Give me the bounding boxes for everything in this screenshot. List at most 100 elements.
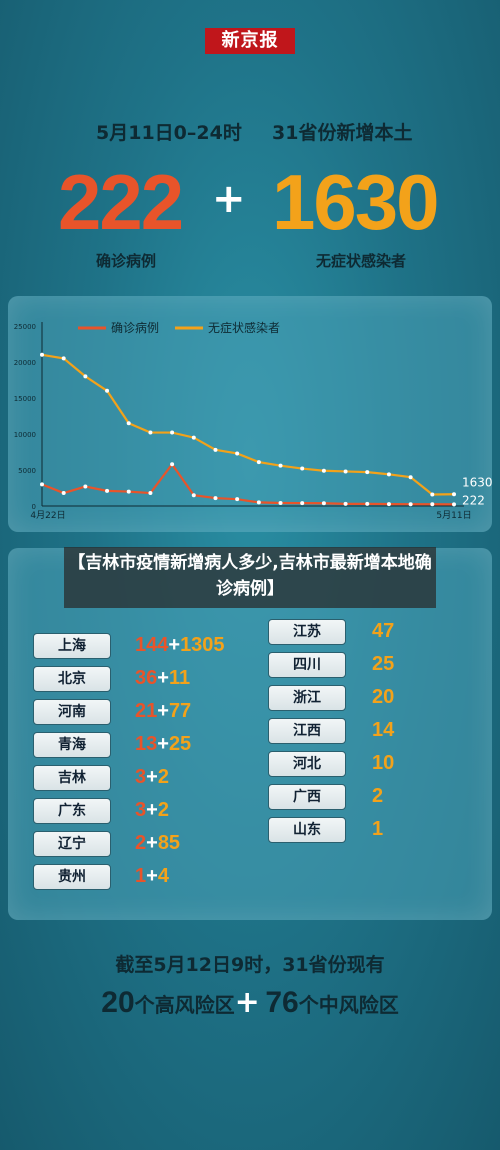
province-table-panel: 上海 144+1305 北京 36+11 河南 21+77 青海 13+25 吉林 3+2 广东 3+… — [8, 548, 492, 920]
confirmed-label: 确诊病例 — [96, 252, 157, 270]
data-point — [408, 502, 413, 507]
data-point — [256, 500, 261, 505]
data-point — [126, 421, 131, 426]
headline-date: 5月11日0–24时 — [96, 122, 242, 144]
trend-chart: 0 5000 10000 15000 20000 25000 4月22日 5月11日 确诊病例 无… — [14, 320, 493, 521]
footer-plus: + — [234, 985, 260, 1020]
data-point — [235, 497, 240, 502]
province-label: 河北 — [268, 751, 346, 777]
confirmed-value: 13 — [135, 733, 158, 755]
y-tick-label: 15000 — [14, 395, 36, 403]
province-label: 广东 — [33, 798, 111, 824]
high-risk-text: 个高风险区 — [134, 993, 235, 1017]
province-label: 北京 — [33, 666, 111, 692]
province-label: 贵州 — [33, 864, 111, 890]
asymptomatic-value: 2 — [157, 799, 169, 821]
asymptomatic-value: 1305 — [180, 634, 225, 656]
province-label: 广西 — [268, 784, 346, 810]
province-label: 辽宁 — [33, 831, 111, 857]
confirmed-value: 21 — [135, 700, 158, 722]
asymptomatic-value: 2 — [372, 785, 384, 807]
confirmed-value: 3 — [135, 799, 147, 821]
province-label: 江西 — [268, 718, 346, 744]
province-value: 14 — [372, 718, 394, 742]
data-point — [430, 492, 435, 497]
province-label: 青海 — [33, 732, 111, 758]
data-point — [191, 493, 196, 498]
data-point — [170, 430, 175, 435]
asymptomatic-value: 47 — [372, 620, 395, 642]
province-value: 2+85 — [135, 831, 180, 855]
trend-chart-panel: 0 5000 10000 15000 20000 25000 4月22日 5月11日 确诊病例 无… — [8, 296, 493, 532]
x-tick-label: 5月11日 — [436, 510, 471, 521]
plus-sign: + — [146, 766, 158, 788]
data-point — [343, 469, 348, 474]
asymptomatic-value: 85 — [157, 832, 181, 854]
xinjingbao-logo: 新京报 — [205, 28, 295, 54]
plus-sign: + — [212, 176, 246, 222]
series-line-0 — [41, 462, 455, 506]
province-value: 47 — [372, 619, 394, 643]
data-point — [278, 463, 283, 468]
confirmed-value: 144 — [135, 634, 169, 656]
data-point — [83, 374, 88, 379]
data-point — [365, 501, 370, 506]
footer-line1: 截至5月12日9时，31省份现有 — [115, 954, 385, 976]
data-point — [235, 451, 240, 456]
asymptomatic-value: 10 — [372, 752, 395, 774]
province-value: 1 — [372, 817, 383, 841]
data-point — [83, 484, 88, 489]
province-value: 2 — [372, 784, 383, 808]
data-point — [321, 468, 326, 473]
province-value: 13+25 — [135, 732, 191, 756]
province-label: 上海 — [33, 633, 111, 659]
province-value: 25 — [372, 652, 394, 676]
data-point — [321, 501, 326, 506]
asymptomatic-value: 25 — [372, 653, 395, 675]
data-point — [148, 430, 153, 435]
confirmed-value: 3 — [135, 766, 147, 788]
province-label: 四川 — [268, 652, 346, 678]
data-point — [148, 491, 153, 496]
asymptomatic-value: 1 — [372, 818, 384, 840]
data-point — [105, 488, 110, 493]
confirmed-value: 1 — [135, 865, 147, 887]
legend-label: 无症状感染者 — [208, 320, 280, 335]
province-label: 河南 — [33, 699, 111, 725]
plus-sign: + — [146, 799, 158, 821]
plus-sign: + — [157, 700, 169, 722]
data-point — [386, 502, 391, 507]
legend-label: 确诊病例 — [111, 320, 159, 335]
province-value: 144+1305 — [135, 633, 225, 657]
data-point — [126, 489, 131, 494]
asymptomatic-value: 25 — [168, 733, 192, 755]
overlay-title: 【吉林市疫情新增病人多少,吉林市最新增本地确诊病例】 — [64, 547, 436, 608]
data-point — [365, 470, 370, 475]
data-point — [300, 501, 305, 506]
data-point — [452, 502, 456, 507]
high-risk-count: 20 — [101, 986, 135, 1019]
province-label: 浙江 — [268, 685, 346, 711]
asymptomatic-value: 14 — [372, 719, 395, 741]
province-value: 10 — [372, 751, 394, 775]
footer-line2: 20个高风险区+ 76个中风险区 — [0, 985, 500, 1020]
mid-risk-text: 个中风险区 — [298, 993, 399, 1017]
province-value: 20 — [372, 685, 394, 709]
y-tick-label: 20000 — [14, 359, 36, 367]
mid-risk-count: 76 — [265, 986, 299, 1019]
asymptomatic-value: 4 — [157, 865, 169, 887]
province-value: 1+4 — [135, 864, 169, 888]
plus-sign: + — [157, 667, 169, 689]
province-value: 3+2 — [135, 765, 169, 789]
data-point — [300, 466, 305, 471]
data-point — [170, 462, 175, 467]
province-value: 3+2 — [135, 798, 169, 822]
confirmed-value: 36 — [135, 667, 158, 689]
province-value: 21+77 — [135, 699, 191, 723]
y-tick-label: 5000 — [18, 467, 36, 475]
data-point — [61, 356, 66, 361]
y-tick-label: 25000 — [14, 323, 36, 331]
asymptomatic-count: 1630 — [272, 158, 440, 246]
asymptomatic-value: 2 — [157, 766, 169, 788]
data-point — [386, 472, 391, 477]
